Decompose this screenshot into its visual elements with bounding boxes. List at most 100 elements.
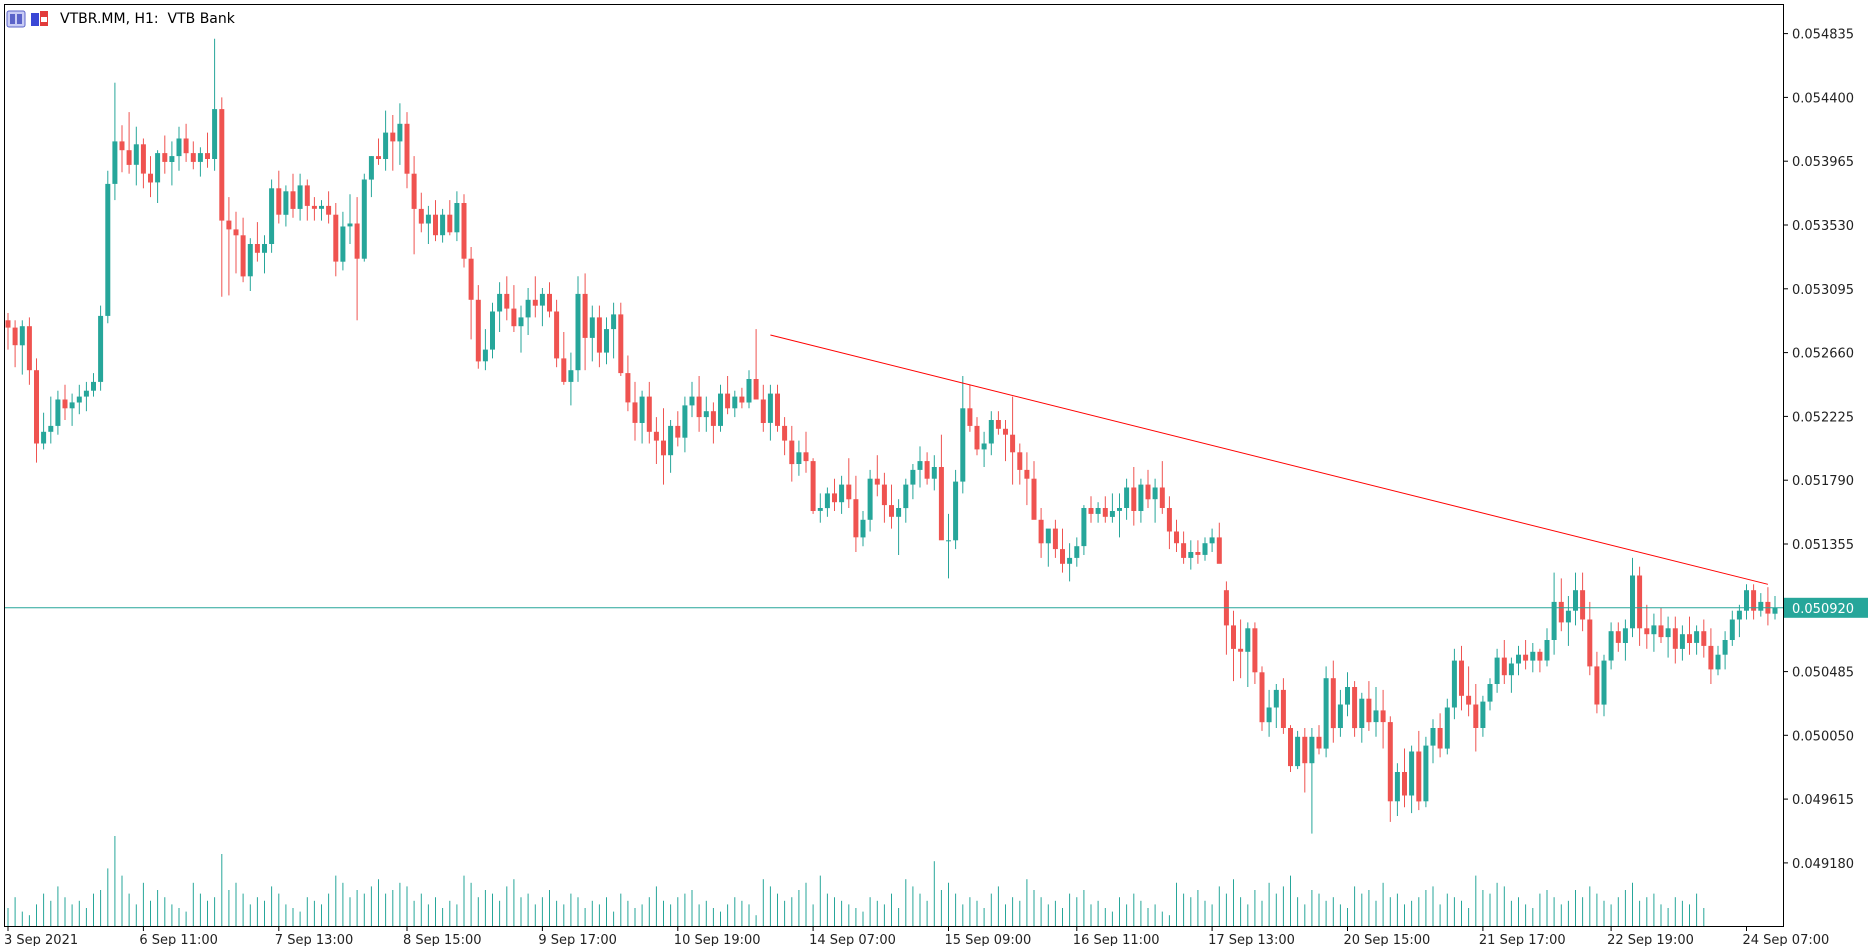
candle-body: [1751, 590, 1757, 611]
candle: [1188, 540, 1194, 570]
candle-body: [1387, 722, 1393, 802]
candle-body: [1508, 663, 1514, 676]
candle-body: [653, 431, 659, 441]
candle: [1202, 537, 1208, 561]
candle: [497, 282, 503, 332]
candle: [205, 132, 210, 168]
candle-body: [1273, 689, 1279, 708]
price-tick-label: 0.049180: [1792, 857, 1854, 872]
candle-body: [1031, 478, 1037, 520]
candle: [1145, 469, 1151, 508]
candle-body: [133, 144, 139, 165]
candle-body: [340, 226, 346, 262]
candle: [782, 417, 788, 456]
price-tick-label: 0.052660: [1792, 347, 1854, 362]
candle: [1508, 657, 1514, 693]
candle-body: [525, 299, 531, 318]
candle-body: [646, 396, 652, 432]
candle: [440, 208, 446, 243]
candle-body: [1067, 557, 1073, 564]
candle: [468, 247, 474, 340]
candle-body: [461, 203, 467, 259]
candle: [347, 194, 353, 244]
candle: [1045, 528, 1051, 567]
candle-body: [561, 358, 567, 382]
candle: [311, 197, 317, 221]
price-axis[interactable]: 0.054835 0.054400 0.053965 0.053530 0.053095…: [1783, 28, 1868, 872]
candle-body: [397, 123, 403, 142]
candle-body: [140, 144, 146, 174]
candle: [1665, 616, 1671, 658]
candle: [1694, 625, 1700, 655]
candle: [48, 396, 54, 444]
chart-window-icon[interactable]: [6, 10, 26, 28]
candle: [197, 147, 203, 177]
candle-body: [1010, 434, 1016, 453]
candle: [1259, 666, 1265, 731]
candle-body: [1658, 625, 1664, 638]
candle-body: [1045, 528, 1051, 544]
candle: [946, 513, 951, 579]
candle-body: [981, 443, 987, 450]
candle: [896, 499, 902, 555]
candle-body: [1679, 634, 1685, 649]
time-tick-label: 22 Sep 19:00: [1607, 933, 1694, 946]
candle: [1238, 619, 1244, 679]
candle: [1544, 628, 1550, 667]
candle-body: [960, 408, 966, 482]
candle: [1309, 728, 1315, 834]
candle: [789, 425, 795, 482]
candle: [1672, 616, 1678, 664]
candle: [1701, 619, 1707, 658]
candle: [1231, 610, 1236, 682]
trendline[interactable]: [770, 334, 1769, 585]
candle-body: [1074, 546, 1080, 558]
candle: [41, 412, 47, 450]
candle: [511, 285, 517, 332]
candle: [1736, 604, 1742, 638]
candle: [967, 384, 973, 432]
candle: [1337, 689, 1343, 737]
candle-body: [190, 153, 196, 162]
candle-body: [589, 317, 595, 338]
symbol-properties-icon[interactable]: [30, 10, 50, 28]
candle: [824, 487, 830, 517]
candle: [233, 211, 239, 274]
candle-body: [817, 508, 823, 511]
candle: [1402, 748, 1407, 808]
candle: [760, 384, 766, 432]
candle: [1751, 584, 1757, 620]
candle-body: [326, 205, 332, 215]
candle-body: [746, 379, 752, 403]
candle-body: [1523, 654, 1529, 661]
chart-title: VTBR.MM, H1: VTB Bank: [60, 11, 235, 27]
candle: [860, 511, 866, 547]
chart-frame: [4, 4, 1784, 927]
candle-body: [782, 425, 788, 441]
candle: [482, 329, 488, 371]
candle: [1608, 622, 1614, 670]
candle: [162, 135, 168, 174]
candle-body: [903, 484, 909, 509]
candle-body: [1231, 625, 1236, 649]
candle-body: [1608, 631, 1614, 661]
candle: [767, 384, 773, 441]
volume-layer: [7, 836, 1705, 926]
candle-body: [383, 132, 389, 159]
candle: [112, 82, 118, 201]
candle: [1558, 578, 1564, 632]
candle-body: [404, 123, 410, 174]
candle: [675, 411, 681, 447]
candle-body: [1437, 728, 1443, 749]
candle: [76, 384, 82, 415]
candle-body: [832, 493, 837, 503]
time-axis[interactable]: 3 Sep 2021 6 Sep 11:00 7 Sep 13:00 8 Sep 15…: [4, 926, 1829, 946]
candle-body: [1573, 590, 1578, 611]
candle-body: [1772, 607, 1778, 614]
candle-body: [604, 329, 609, 353]
candle: [1494, 648, 1500, 693]
candle-body: [1259, 672, 1265, 723]
candle-body: [1152, 487, 1158, 500]
